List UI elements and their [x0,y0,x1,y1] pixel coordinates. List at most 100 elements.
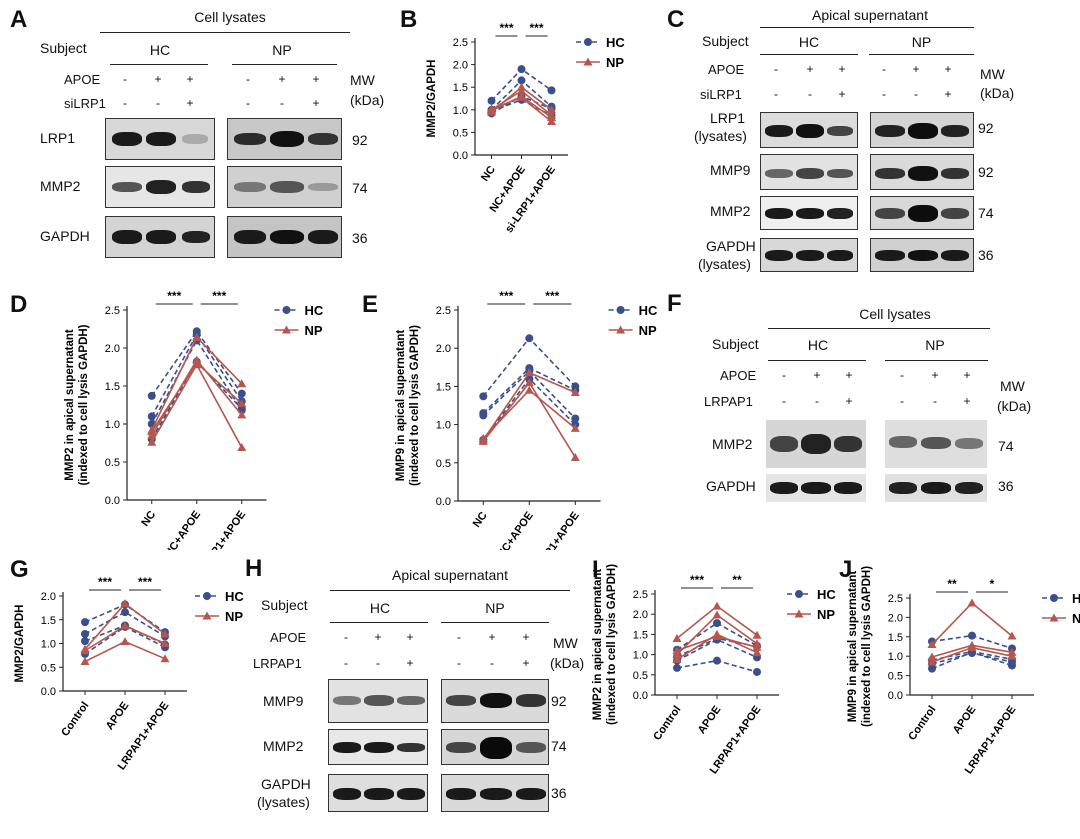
data-point-np [967,643,977,652]
legend-label-np: NP [225,609,243,624]
mw-label: MW [350,72,375,88]
blot-band [889,436,917,448]
significance-label: *** [138,575,152,589]
y-tick-label: 1.0 [633,650,648,662]
panel-b: B 0.0 0.5 1.0 1.5 2.0 2.5 NC NC+APOE si-LRP1+APO… [400,0,660,285]
blot-band [921,437,951,449]
western-blot-image [870,238,974,272]
blot-band [889,482,917,494]
x-tick-label: APOE [104,700,132,732]
western-blot-image [105,118,215,160]
y-tick-label: 2.5 [453,37,468,49]
blot-band [908,250,938,261]
blot-label: MMP9 [710,162,751,178]
mw-value: 92 [978,120,994,136]
data-point-hc [237,389,246,398]
mw-unit: (kDa) [550,655,585,671]
row-label: APOE [270,630,307,645]
blot-band [875,125,905,137]
sign: + [963,394,971,408]
sign: + [312,72,320,86]
blot-label: GAPDH [261,776,311,792]
sign: - [123,72,127,86]
western-blot-image [766,420,866,468]
data-point-np [672,646,682,655]
western-blot-image [227,118,342,160]
sign: - [246,96,250,110]
row-label: LRPAP1 [253,656,302,671]
group-label-np: NP [925,337,945,353]
sign: + [806,62,814,76]
panel-j: J 0.0 0.5 1.0 1.5 2.0 2.5 Control APOE LRPAP1+AP… [835,550,1080,834]
sign: - [882,87,886,101]
panel-letter: H [245,555,263,582]
blot-band [941,168,969,179]
panel-letter: F [667,290,682,317]
western-blot-image [227,166,342,208]
western-blot-image [870,112,974,148]
chart-d: 0.00.51.01.52.02.5NC NC+APOEsi-LRP1+APOEM… [64,289,324,580]
blot-header: Apical supernatant [812,7,928,23]
data-point-hc [147,412,156,421]
y-axis-title: MMP2 in apical supernatant [592,569,604,721]
data-point-hc [968,631,976,640]
sign: - [882,62,886,76]
sign: + [186,72,194,86]
data-point-np [80,646,90,655]
panel-letter: I [592,556,599,583]
x-tick-label: si-LRP1+APOE [527,510,582,550]
y-tick-label: 0.0 [453,150,468,162]
y-tick-label: 0.5 [41,662,56,674]
y-axis-title: (indexed to cell lysis GAPDH) [606,564,618,725]
row-label: siLRP1 [64,96,106,111]
sign: - [490,656,494,670]
row-label: APOE [64,72,101,87]
blot-label: MMP2 [263,738,304,754]
blot-band [446,742,476,753]
legend-marker-np [1049,613,1059,622]
legend-label-hc: HC [225,589,244,604]
data-point-hc [479,411,488,420]
subject-label: Subject [261,597,308,613]
blot-band [397,788,425,800]
sign: + [845,394,853,408]
data-point-hc [1008,661,1016,670]
y-tick-label: 1.5 [453,82,468,94]
series-line-hc [151,332,243,417]
blot-band [308,183,338,191]
header-underline [768,328,990,329]
panel-i: I 0.0 0.5 1.0 1.5 2.0 2.5 Control APOE LRPAP1+AP… [590,550,840,834]
blot-band [112,182,142,192]
blot-band [796,124,824,138]
y-tick-label: 1.0 [41,639,56,651]
western-blot-image [870,196,974,230]
sign: + [406,630,414,644]
blot-label: LRP1 [710,110,746,126]
data-point-np [237,398,247,407]
blot-band [770,436,798,452]
data-point-np [80,657,90,666]
legend-label-hc: HC [817,587,836,602]
western-blot-image [760,154,858,190]
western-blot-image [760,238,858,272]
data-point-hc [81,630,89,638]
blot-band [941,125,969,137]
data-point-hc [517,76,526,85]
blot-band [516,694,546,707]
sign: - [815,394,819,408]
western-blot-image [441,774,549,812]
data-point-hc [81,618,89,627]
group-label-hc: HC [149,42,171,58]
group-underline-hc [110,64,208,65]
blot-band [796,250,824,261]
y-tick-label: 1.0 [436,420,451,432]
sign: - [782,368,786,382]
legend-marker-hc [616,306,625,314]
significance-label: *** [529,21,543,35]
legend-label-hc: HC [305,303,324,318]
blot-band [446,695,476,706]
panel-letter: A [10,6,28,33]
series-line-hc [482,369,576,420]
significance-label: * [990,577,995,591]
